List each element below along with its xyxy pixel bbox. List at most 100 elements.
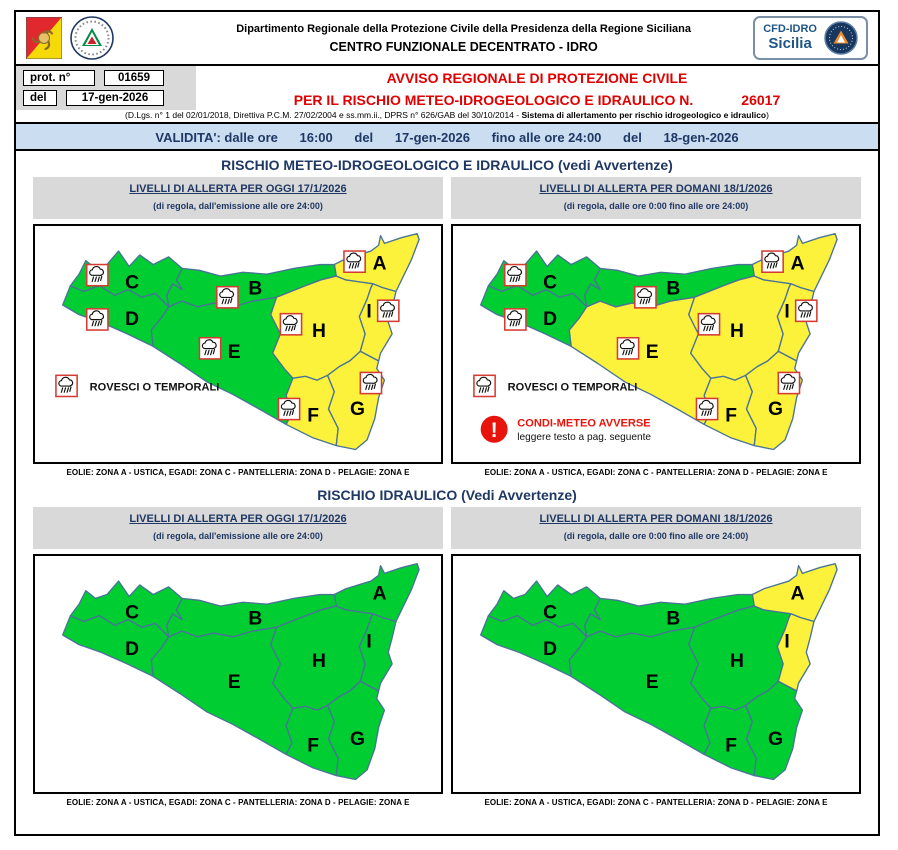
storm-icon-F: [277, 397, 301, 421]
zone-label-B: B: [666, 278, 680, 299]
org-title-block: Dipartimento Regionale della Protezione …: [174, 23, 753, 54]
zone-I: [358, 613, 397, 692]
storm-icon-G: [777, 371, 801, 395]
zone-label-D: D: [125, 639, 139, 660]
zone-label-E: E: [228, 342, 241, 363]
validity-date-from: 17-gen-2026: [394, 130, 470, 145]
storm-icon-B: [216, 285, 239, 309]
zone-label-F: F: [725, 406, 737, 427]
islands-note: EOLIE: ZONA A - USTICA, EGADI: ZONA C - …: [66, 468, 410, 477]
zone-label-B: B: [248, 608, 262, 629]
cfd-idro-logo: [824, 21, 858, 55]
column-idraulico-domani: LIVELLI DI ALLERTA PER DOMANI 18/1/2026 …: [451, 507, 861, 809]
storm-icon-E: [616, 336, 640, 360]
alert-levels-title: LIVELLI DI ALLERTA PER DOMANI 18/1/2026: [539, 183, 773, 195]
islands-note: EOLIE: ZONA A - USTICA, EGADI: ZONA C - …: [484, 798, 828, 807]
legal-reference: (D.Lgs. n° 1 del 02/01/2018, Direttiva P…: [125, 110, 769, 120]
zone-label-E: E: [646, 342, 659, 363]
column-header-oggi: LIVELLI DI ALLERTA PER OGGI 17/1/2026 (d…: [33, 507, 443, 549]
zone-label-D: D: [543, 309, 557, 330]
storm-icon-E: [198, 336, 222, 360]
zone-label-I: I: [784, 302, 789, 323]
storm-icon-A: [761, 250, 784, 274]
zone-label-H: H: [730, 321, 744, 342]
alert-levels-subtitle: (di regola, dall'emissione alle ore 24:0…: [153, 201, 323, 211]
logo-group: [26, 16, 174, 60]
alert-levels-title: LIVELLI DI ALLERTA PER OGGI 17/1/2026: [129, 513, 347, 525]
storm-icon-C: [503, 263, 527, 287]
zone-label-I: I: [366, 632, 371, 653]
zone-label-H: H: [312, 321, 326, 342]
zone-I: [776, 613, 815, 692]
zone-label-C: C: [125, 273, 139, 294]
zone-label-H: H: [312, 651, 326, 672]
notice-title-block: AVVISO REGIONALE DI PROTEZIONE CIVILE PE…: [196, 66, 878, 108]
org-subtitle: CENTRO FUNZIONALE DECENTRATO - IDRO: [329, 39, 598, 54]
zone-label-F: F: [307, 406, 319, 427]
zone-D: [62, 285, 170, 348]
zone-label-A: A: [791, 583, 805, 604]
cfd-idro-badge: CFD-IDRO Sicilia: [753, 16, 868, 60]
zone-label-D: D: [125, 309, 139, 330]
prot-del-label: del: [23, 90, 57, 106]
section-title-idraulico: RISCHIO IDRAULICO (Vedi Avvertenze): [317, 487, 577, 503]
zone-label-E: E: [646, 672, 659, 693]
protezione-civile-nazionale-logo: [70, 16, 114, 60]
storm-icon-A: [343, 250, 366, 274]
alert-levels-subtitle: (di regola, dalle ore 0:00 fino alle ore…: [563, 201, 749, 211]
zone-label-A: A: [791, 253, 805, 274]
idraulico-maps-row: LIVELLI DI ALLERTA PER OGGI 17/1/2026 (d…: [16, 507, 878, 809]
column-header-domani: LIVELLI DI ALLERTA PER DOMANI 18/1/2026 …: [451, 177, 861, 219]
islands-note: EOLIE: ZONA A - USTICA, EGADI: ZONA C - …: [484, 468, 828, 477]
zone-label-C: C: [543, 603, 557, 624]
cfd-sicilia-label: Sicilia: [768, 34, 812, 52]
validity-label: VALIDITA': dalle ore: [155, 130, 278, 145]
validity-bar: VALIDITA': dalle ore 16:00 del 17-gen-20…: [16, 124, 878, 151]
zone-label-G: G: [350, 729, 365, 750]
section-title-meteo-idrogeologico: RISCHIO METEO-IDROGEOLOGICO E IDRAULICO …: [221, 157, 673, 173]
zone-label-I: I: [366, 302, 371, 323]
islands-note: EOLIE: ZONA A - USTICA, EGADI: ZONA C - …: [66, 798, 410, 807]
zone-D: [62, 615, 170, 678]
column-header-oggi: LIVELLI DI ALLERTA PER OGGI 17/1/2026 (d…: [33, 177, 443, 219]
zone-label-A: A: [373, 583, 387, 604]
legend-storm-icon: [473, 374, 496, 398]
prot-label: prot. n°: [23, 70, 95, 86]
storm-icon-B: [634, 285, 657, 309]
zone-label-D: D: [543, 639, 557, 660]
zone-label-B: B: [248, 278, 262, 299]
zone-D: [480, 615, 588, 678]
alert-levels-subtitle: (di regola, dalle ore 0:00 fino alle ore…: [563, 531, 749, 541]
column-idraulico-oggi: LIVELLI DI ALLERTA PER OGGI 17/1/2026 (d…: [33, 507, 443, 809]
validity-date-to: 18-gen-2026: [663, 130, 739, 145]
legend-storm-label: ROVESCI O TEMPORALI: [508, 382, 638, 394]
zone-label-F: F: [725, 736, 737, 757]
column-meteo-oggi: LIVELLI DI ALLERTA PER OGGI 17/1/2026 (d…: [33, 177, 443, 479]
notice-title: AVVISO REGIONALE DI PROTEZIONE CIVILE: [386, 70, 688, 86]
zone-label-I: I: [784, 632, 789, 653]
warning-subtitle: leggere testo a pag. seguente: [517, 432, 651, 443]
legend-storm-icon: [55, 374, 78, 398]
zone-label-E: E: [228, 672, 241, 693]
warning-title: CONDI-METEO AVVERSE: [517, 417, 650, 429]
map-meteo-oggi: A B C D E F G H I ROVESCI O TEMPORALI: [33, 224, 443, 464]
map-meteo-domani: A B C D E F G H I ROVESCI O TEMPORALI! CONDI-METEO…: [451, 224, 861, 464]
notice-number: 26017: [741, 92, 781, 108]
cfd-idro-label: CFD-IDRO: [763, 23, 817, 36]
meteo-maps-row: LIVELLI DI ALLERTA PER OGGI 17/1/2026 (d…: [16, 177, 878, 479]
zone-label-A: A: [373, 253, 387, 274]
storm-icon-F: [695, 397, 719, 421]
org-title: Dipartimento Regionale della Protezione …: [236, 22, 692, 35]
prot-number-value: 01659: [104, 70, 164, 86]
storm-icon-D: [503, 308, 527, 331]
column-meteo-domani: LIVELLI DI ALLERTA PER DOMANI 18/1/2026 …: [451, 177, 861, 479]
document-header: Dipartimento Regionale della Protezione …: [16, 12, 878, 66]
svg-text:!: !: [491, 419, 498, 442]
warning-exclamation-icon: [480, 415, 508, 443]
validity-until: fino alle ore 24:00: [491, 130, 602, 145]
zone-D: [480, 285, 588, 348]
notice-subtitle: PER IL RISCHIO METEO-IDROGEOLOGICO E IDR…: [293, 92, 694, 108]
storm-icon-H: [279, 312, 303, 336]
